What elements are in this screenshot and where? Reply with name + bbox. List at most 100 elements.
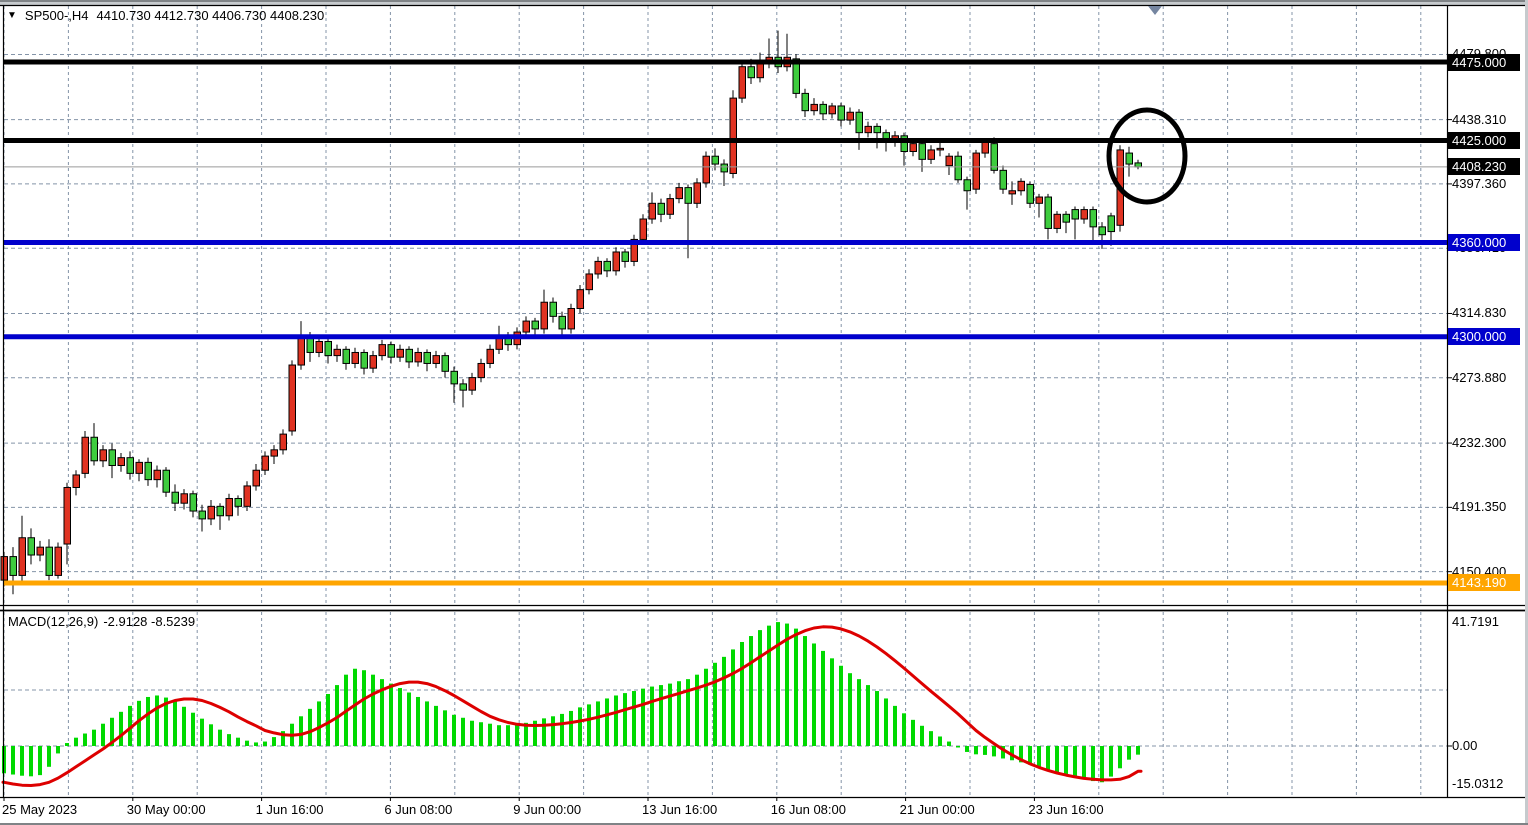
price-axis-column — [1448, 5, 1525, 797]
candle-bull — [225, 497, 233, 517]
candle-bull — [738, 66, 746, 99]
macd-histogram-bar — [1019, 746, 1023, 763]
candle-bear — [900, 135, 908, 152]
macd-histogram-bar — [659, 685, 663, 746]
macd-histogram-bar — [326, 693, 330, 746]
candle-bear — [819, 103, 827, 115]
candle-bull — [972, 152, 980, 190]
macd-histogram-bar — [101, 723, 105, 746]
candle-bear — [27, 537, 35, 556]
macd-histogram-bar — [524, 722, 528, 746]
macd-histogram-bar — [191, 712, 195, 746]
macd-histogram-bar — [335, 685, 339, 746]
macd-histogram-bar — [470, 720, 474, 746]
macd-histogram-bar — [1136, 746, 1140, 755]
candle-bear — [621, 251, 629, 262]
macd-histogram-bar — [416, 696, 420, 746]
macd-histogram-bar — [803, 636, 807, 746]
macd-histogram-bar — [695, 674, 699, 746]
macd-histogram-bar — [92, 729, 96, 746]
candle-bear — [990, 143, 998, 171]
candle-bear — [918, 143, 926, 160]
candle-bear — [657, 202, 665, 215]
macd-histogram-bar — [146, 696, 150, 746]
candle-bull — [828, 105, 836, 115]
title-triangle-icon[interactable]: ▼ — [7, 10, 17, 21]
chart-title: ▼ SP500-,H4 4410.730 4412.730 4406.730 4… — [7, 8, 324, 23]
annotation-circle[interactable] — [1106, 107, 1188, 205]
macd-histogram-bar — [650, 686, 654, 746]
last-bar-marker-icon — [1148, 6, 1162, 15]
macd-histogram-bar — [587, 704, 591, 746]
candle-bull — [54, 546, 62, 576]
candle-bear — [720, 163, 728, 173]
macd-histogram-bar — [65, 743, 69, 746]
candle-bear — [360, 351, 368, 369]
macd-indicator-label: MACD(12,26,9) -2.9128 -8.5239 — [8, 614, 195, 629]
macd-histogram-bar — [1118, 746, 1122, 769]
macd-histogram-bar — [272, 737, 276, 746]
candle-bull — [135, 461, 143, 474]
candle-bear — [9, 556, 17, 576]
macd-histogram-bar — [308, 708, 312, 746]
candle-bull — [18, 537, 26, 576]
candle-bear — [711, 155, 719, 165]
macd-histogram-bar — [299, 716, 303, 746]
macd-histogram-bar — [614, 695, 618, 746]
candle-bear — [531, 320, 539, 330]
macd-histogram-bar — [281, 731, 285, 746]
macd-histogram-bar — [857, 679, 861, 746]
candle-bull — [468, 377, 476, 391]
candle-bear — [90, 436, 98, 462]
macd-histogram-bar — [785, 623, 789, 746]
macd-histogram-bar — [677, 681, 681, 746]
candle-bull — [729, 97, 737, 174]
candle-bear — [1134, 162, 1142, 168]
candle-bull — [297, 337, 305, 366]
macd-histogram-bar — [830, 658, 834, 746]
candle-bull — [927, 149, 935, 160]
macd-histogram-bar — [641, 688, 645, 746]
macd-histogram-bar — [749, 636, 753, 746]
candle-bull — [567, 308, 575, 330]
macd-histogram-bar — [704, 668, 708, 746]
macd-histogram-bar — [389, 683, 393, 746]
candle-bear — [441, 355, 449, 372]
candle-bear — [1125, 152, 1133, 165]
macd-histogram-bar — [794, 628, 798, 746]
macd-histogram-bar — [398, 688, 402, 746]
candle-bear — [342, 348, 350, 364]
macd-histogram-bar — [902, 713, 906, 746]
macd-histogram-bar — [911, 719, 915, 746]
macd-histogram-bar — [893, 705, 897, 746]
macd-histogram-bar — [20, 746, 24, 776]
macd-histogram-bar — [668, 683, 672, 746]
macd-histogram-bar — [353, 668, 357, 746]
macd-histogram-bar — [920, 725, 924, 746]
candle-bear — [999, 169, 1007, 190]
candle-bull — [909, 143, 917, 152]
window-top-band — [0, 2, 1528, 5]
macd-histogram-bar — [371, 674, 375, 746]
macd-name-label: MACD(12,26,9) — [8, 614, 99, 629]
macd-histogram-bar — [245, 740, 249, 746]
candle-bull — [1017, 180, 1025, 192]
macd-histogram-bar — [974, 746, 978, 755]
candle-bull — [180, 493, 188, 504]
macd-histogram-bar — [479, 722, 483, 746]
macd-histogram-bar — [110, 717, 114, 746]
macd-histogram-bar — [722, 656, 726, 746]
macd-histogram-bar — [1100, 746, 1104, 783]
macd-histogram-bar — [956, 746, 960, 748]
macd-histogram-bar — [200, 718, 204, 746]
macd-histogram-bar — [983, 746, 987, 755]
candle-bull — [1008, 190, 1016, 195]
candle-bull — [243, 485, 251, 507]
macd-histogram-bar — [992, 746, 996, 757]
macd-histogram-bar — [497, 725, 501, 746]
candle-bear — [684, 187, 692, 204]
candle-bull — [810, 103, 818, 112]
candle-bear — [162, 469, 170, 493]
candle-bull — [153, 469, 161, 481]
